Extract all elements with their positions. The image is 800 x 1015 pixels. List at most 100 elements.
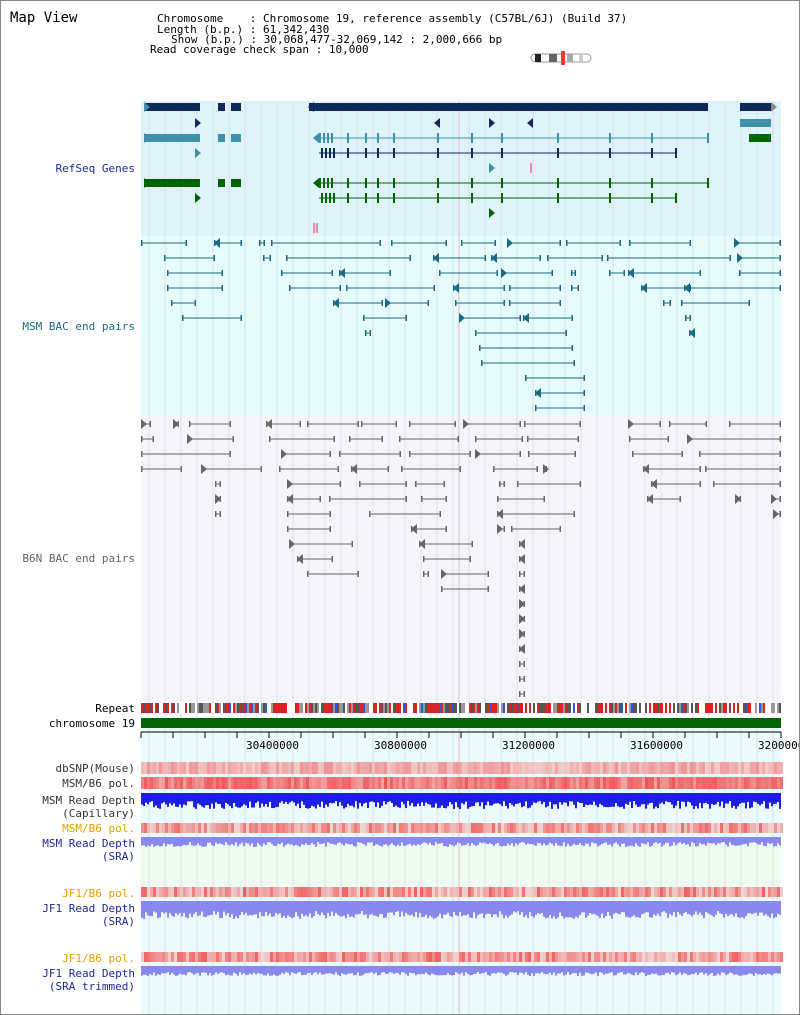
- bac-end: [524, 421, 526, 427]
- exon: [319, 133, 321, 143]
- repeat-mark: [621, 703, 623, 713]
- heat-cell: [345, 952, 348, 962]
- depth-bar: [769, 837, 771, 844]
- depth-bar: [217, 966, 219, 974]
- repeat-mark: [675, 703, 677, 713]
- heat-cell: [723, 887, 726, 897]
- depth-bar: [281, 793, 283, 802]
- depth-bar: [509, 966, 511, 973]
- heat-cell: [567, 762, 570, 774]
- heat-cell: [693, 777, 696, 789]
- heat-cell: [663, 823, 666, 833]
- depth-bar: [641, 966, 643, 973]
- repeat-mark: [497, 703, 499, 713]
- depth-bar: [489, 901, 491, 915]
- heat-cell: [405, 777, 408, 789]
- repeat-mark: [495, 703, 497, 713]
- depth-bar: [683, 966, 685, 974]
- depth-bar: [345, 966, 347, 975]
- depth-bar: [633, 901, 635, 916]
- heat-cell: [498, 777, 501, 789]
- b6n-bac-end-pairs-track[interactable]: [141, 419, 781, 697]
- depth-bar: [363, 901, 365, 916]
- track-label-msm-b6-pol-sra[interactable]: MSM/B6 pol.: [62, 822, 135, 835]
- depth-bar: [661, 901, 663, 913]
- track-label-jf1-depth[interactable]: JF1 Read Depth: [42, 902, 135, 915]
- depth-bar: [191, 901, 193, 918]
- depth-bar: [587, 793, 589, 806]
- bac-end: [269, 255, 271, 261]
- track-label-jf1-pol-2[interactable]: JF1/B6 pol.: [62, 952, 135, 965]
- depth-bar: [359, 793, 361, 804]
- track-label-msm-bac[interactable]: MSM BAC end pairs: [22, 320, 135, 333]
- depth-bar: [305, 793, 307, 809]
- depth-bar: [343, 966, 345, 975]
- depth-bar: [449, 793, 451, 803]
- strand-arrow: [144, 102, 150, 112]
- track-label-repeat[interactable]: Repeat: [95, 702, 135, 715]
- msm-bac-end-pairs-track[interactable]: [141, 238, 781, 411]
- repeat-mark: [381, 703, 383, 713]
- track-label-b6n-bac[interactable]: B6N BAC end pairs: [22, 552, 135, 565]
- chromosome-19-bar[interactable]: [141, 718, 781, 728]
- depth-bar: [679, 837, 681, 843]
- repeat-track[interactable]: [141, 703, 781, 713]
- heat-cell: [246, 952, 249, 962]
- repeat-mark: [585, 703, 587, 713]
- depth-bar: [505, 793, 507, 806]
- heat-cell: [534, 952, 537, 962]
- heat-cell: [330, 823, 333, 833]
- heat-cell: [483, 952, 486, 962]
- heat-cell: [624, 887, 627, 897]
- depth-bar: [625, 793, 627, 804]
- heat-cell: [417, 762, 420, 774]
- depth-bar: [651, 966, 653, 974]
- depth-bar: [773, 793, 775, 804]
- repeat-mark: [771, 703, 773, 713]
- track-label-msm-b6-pol[interactable]: MSM/B6 pol.: [62, 777, 135, 790]
- heat-cell: [717, 777, 720, 789]
- bac-arrow: [519, 539, 525, 549]
- depth-bar: [497, 837, 499, 843]
- depth-bar: [755, 793, 757, 803]
- depth-bar: [533, 837, 535, 845]
- heat-cell: [363, 823, 366, 833]
- repeat-mark: [669, 703, 671, 713]
- depth-bar: [581, 837, 583, 846]
- heatmap-tracks[interactable]: [141, 762, 783, 962]
- repeat-mark: [433, 703, 435, 713]
- depth-bar: [395, 901, 397, 912]
- repeat-mark: [673, 703, 675, 713]
- heat-cell: [711, 762, 714, 774]
- depth-bar: [601, 793, 603, 806]
- track-label-jf1-pol[interactable]: JF1/B6 pol.: [62, 887, 135, 900]
- heat-cell: [429, 887, 432, 897]
- track-label-msm-sra[interactable]: MSM Read Depth: [42, 837, 135, 850]
- depth-bar: [425, 901, 427, 915]
- bac-end: [329, 451, 331, 457]
- bac-end: [307, 571, 309, 577]
- repeat-mark: [559, 703, 561, 713]
- heat-cell: [495, 887, 498, 897]
- depth-bar: [389, 793, 391, 802]
- heat-cell: [741, 952, 744, 962]
- read-depth-tracks[interactable]: [141, 793, 781, 976]
- heat-cell: [729, 887, 732, 897]
- track-label-refseq[interactable]: RefSeq Genes: [56, 162, 135, 175]
- heat-cell: [780, 762, 783, 774]
- track-label-jf1-depth-2[interactable]: JF1 Read Depth: [42, 967, 135, 980]
- heat-cell: [180, 762, 183, 774]
- chromosome-ideogram[interactable]: [530, 51, 592, 65]
- track-label-chromosome[interactable]: chromosome 19: [49, 717, 135, 730]
- heat-cell: [645, 762, 648, 774]
- track-label-dbsnp[interactable]: dbSNP(Mouse): [56, 762, 135, 775]
- track-label-msm-depth[interactable]: MSM Read Depth: [42, 794, 135, 807]
- depth-bar: [231, 837, 233, 844]
- heat-cell: [426, 823, 429, 833]
- depth-bar: [459, 793, 461, 809]
- repeat-mark: [153, 703, 155, 713]
- refseq-genes-track[interactable]: [144, 102, 777, 233]
- depth-bar: [723, 901, 725, 918]
- heat-cell: [219, 887, 222, 897]
